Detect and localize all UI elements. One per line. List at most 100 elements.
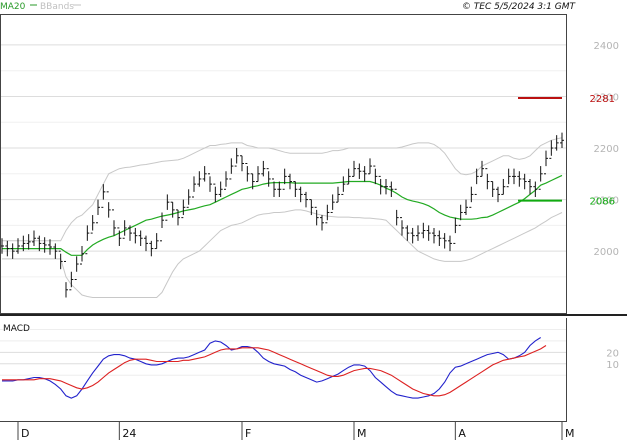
ma20-line [2, 174, 563, 256]
y-tick-label: 20 [606, 348, 619, 359]
price-bar [533, 181, 538, 198]
price-bar [229, 158, 234, 180]
price-bar [320, 215, 324, 231]
price-bar [10, 243, 15, 259]
price-bar [208, 173, 212, 192]
price-bar [405, 225, 410, 241]
price-bar [560, 132, 564, 149]
price-bar [309, 199, 314, 216]
price-bar [293, 181, 298, 198]
x-tick-label: 24 [122, 427, 136, 440]
price-bar [21, 235, 26, 252]
price-bar [432, 227, 436, 244]
price-bar [512, 168, 516, 185]
price-bar [128, 225, 132, 241]
price-bar [496, 186, 500, 203]
price-bar [416, 225, 420, 241]
price-bar [528, 178, 532, 195]
price-bar [442, 233, 447, 249]
price-bar [165, 194, 170, 221]
price-bar [48, 239, 52, 255]
x-tick-label: M [565, 427, 575, 440]
price-bar [474, 168, 479, 195]
price-bar [58, 250, 63, 270]
price-bar [160, 212, 164, 242]
price-bar [106, 191, 111, 218]
price-bar [240, 155, 244, 172]
price-bar [357, 163, 362, 179]
price-bar [421, 222, 426, 239]
price-bar [522, 173, 527, 190]
price-bar [325, 204, 330, 224]
price-bar [26, 234, 31, 250]
price-bar [277, 181, 282, 198]
price-bar [400, 217, 404, 236]
price-bar [53, 243, 58, 259]
price-bar [266, 168, 271, 187]
price-bar [378, 175, 383, 195]
price-bar [469, 186, 474, 208]
chart-frame: D 24 F M A M [0, 14, 627, 440]
x-tick-label: A [458, 427, 466, 440]
price-bar [448, 235, 452, 252]
price-bar [352, 160, 356, 177]
price-bar [16, 238, 20, 254]
price-bar [437, 230, 442, 246]
price-bar [304, 191, 308, 208]
x-tick-label: D [21, 427, 29, 440]
price-bar [272, 178, 276, 198]
price-bar [37, 235, 42, 252]
price-bar [410, 227, 415, 244]
price-bar [138, 230, 143, 246]
price-bar [197, 171, 202, 187]
price-bar [256, 166, 260, 183]
price-bar [298, 186, 303, 203]
macd-label: MACD [3, 324, 30, 334]
bbands-upper-line [2, 137, 563, 242]
legend-bbands: BBands [40, 2, 74, 12]
legend-ma20: MA20 [0, 2, 26, 12]
level-marker-label: 2281 [590, 94, 615, 105]
price-bar [181, 199, 186, 219]
price-bar [144, 235, 148, 252]
price-bar [176, 209, 180, 226]
price-bar [394, 188, 399, 226]
macd-line [2, 337, 541, 399]
price-bar [288, 173, 292, 190]
price-bar [389, 181, 394, 198]
price-bar [373, 165, 378, 185]
price-bar [42, 237, 47, 253]
price-bar [346, 168, 351, 185]
bbands-lower-line [2, 209, 563, 298]
price-bar [122, 220, 127, 239]
price-bar [250, 173, 255, 190]
price-bar [517, 171, 522, 187]
y-tick-label: 10 [606, 360, 619, 371]
price-bar [362, 166, 367, 182]
y-tick-label: 2100 [594, 196, 619, 207]
price-bar [224, 171, 228, 190]
price-bar [384, 178, 388, 195]
price-bar [32, 230, 36, 246]
price-bar [218, 181, 223, 198]
price-bar [506, 168, 511, 188]
signal-line [2, 345, 547, 397]
price-bar [554, 135, 559, 151]
price-bar [336, 186, 340, 203]
price-bar [426, 225, 431, 241]
price-bar [485, 168, 490, 190]
price-bar [186, 189, 191, 208]
copyright-text: © TEC 5/5/2024 3:1 GMT [462, 2, 577, 12]
y-tick-label: 2300 [594, 92, 619, 103]
price-bar [64, 260, 68, 298]
price-panel: 2000 2100 2200 2300 2400 2281 2086 [0, 41, 619, 298]
price-bar [501, 178, 506, 195]
price-bar [245, 163, 250, 182]
price-bar [490, 181, 495, 198]
price-bar [149, 240, 154, 257]
price-bar [202, 166, 207, 182]
price-bar [96, 199, 100, 224]
price-bar [74, 256, 79, 280]
